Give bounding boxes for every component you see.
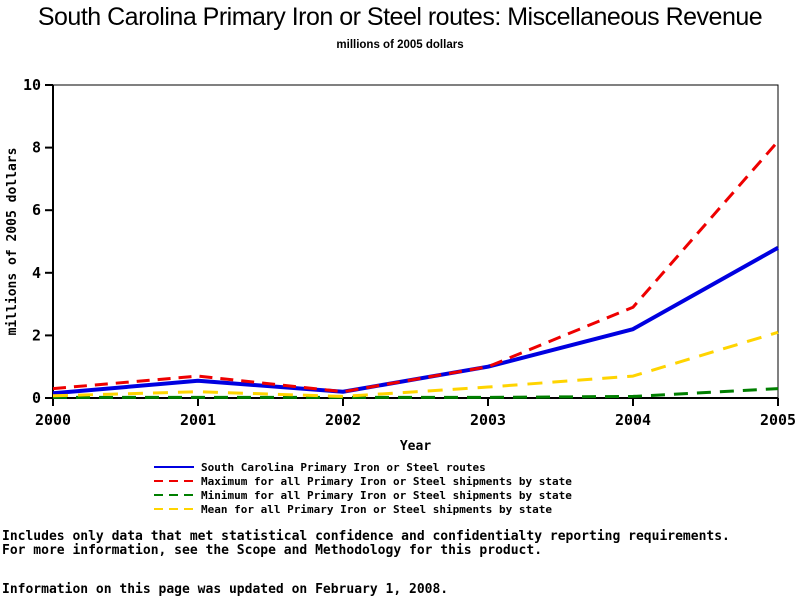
legend-swatch-dashed-line [154, 494, 194, 496]
footnote-line-2: For more information, see the Scope and … [2, 543, 543, 558]
x-axis-tick-label: 2003 [470, 411, 506, 429]
y-axis-title: millions of 2005 dollars [5, 148, 20, 336]
y-axis-tick-label: 6 [32, 201, 41, 219]
x-axis-tick-label: 2001 [180, 411, 216, 429]
legend-label: Maximum for all Primary Iron or Steel sh… [201, 474, 572, 488]
y-axis-tick-label: 2 [32, 326, 41, 344]
x-axis-tick-label: 2005 [760, 411, 796, 429]
legend-label: South Carolina Primary Iron or Steel rou… [201, 460, 486, 474]
footnote-line-1: Includes only data that met statistical … [2, 529, 730, 544]
chart-subtitle: millions of 2005 dollars [336, 39, 464, 51]
x-axis-tick-label: 2004 [615, 411, 651, 429]
chart-legend: South Carolina Primary Iron or Steel rou… [153, 460, 572, 516]
x-axis-tick-label: 2002 [325, 411, 361, 429]
plot-frame [52, 84, 779, 399]
series-line-2 [53, 387, 779, 399]
legend-label: Mean for all Primary Iron or Steel shipm… [201, 502, 552, 516]
y-axis-tick-label: 8 [32, 139, 41, 157]
legend-swatch-dashed-line [154, 508, 194, 510]
x-axis-tick-label: 2000 [35, 411, 71, 429]
series-line-0 [52, 246, 779, 396]
legend-swatch-solid-line [154, 466, 194, 468]
footnote: Includes only data that met statistical … [2, 530, 730, 558]
series-line-1 [52, 140, 780, 394]
y-axis-tick-label: 10 [23, 76, 41, 94]
line-chart: 0 2 4 6 8 10 2000 2001 2002 2003 2004 2005 Year milli… [5, 76, 796, 454]
legend-row: South Carolina Primary Iron or Steel rou… [153, 460, 572, 474]
legend-label: Minimum for all Primary Iron or Steel sh… [201, 488, 572, 502]
x-axis-title: Year [400, 439, 431, 454]
legend-row: Mean for all Primary Iron or Steel shipm… [153, 502, 572, 516]
series-line-3 [52, 330, 779, 398]
updated-note: Information on this page was updated on … [2, 582, 449, 597]
legend-swatch-dashed-line [154, 480, 194, 482]
y-axis-tick-label: 4 [32, 264, 41, 282]
chart-title: South Carolina Primary Iron or Steel rou… [37, 3, 763, 31]
legend-row: Maximum for all Primary Iron or Steel sh… [153, 474, 572, 488]
legend-row: Minimum for all Primary Iron or Steel sh… [153, 488, 572, 502]
y-axis-tick-label: 0 [32, 389, 41, 407]
